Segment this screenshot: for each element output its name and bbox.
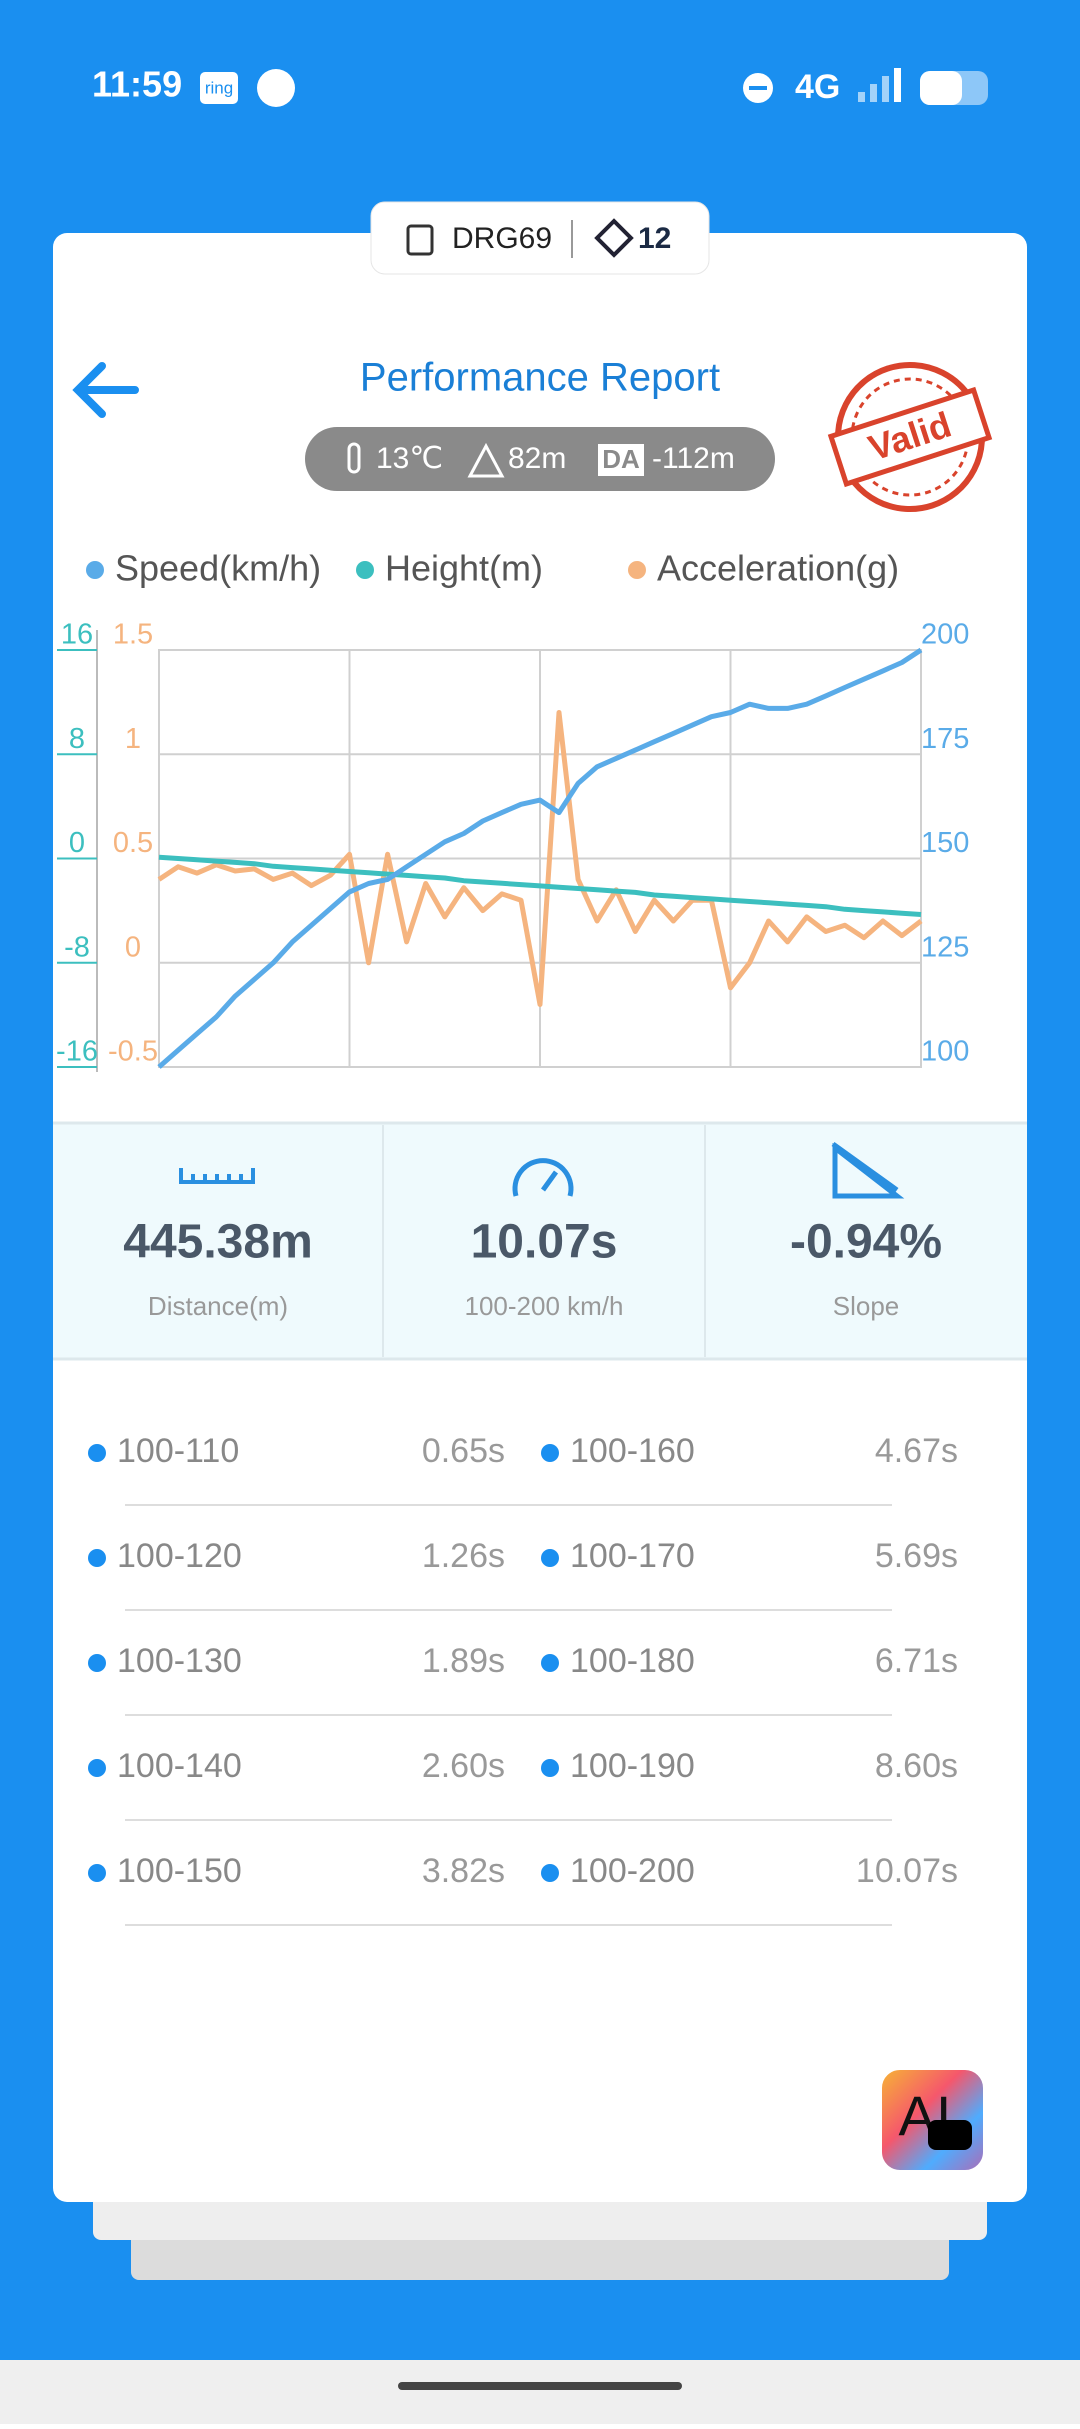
device-icon (406, 224, 434, 256)
ruler-icon (179, 1168, 255, 1184)
split-dot (88, 1444, 106, 1462)
y3-tick-label: -0.5 (108, 1036, 158, 1068)
series-line (158, 854, 922, 917)
satellite-icon (594, 218, 634, 258)
gauge-icon (512, 1158, 574, 1197)
split-dot (541, 1444, 559, 1462)
split-range: 100-190 (570, 1747, 695, 1785)
conditions-pill (305, 427, 775, 491)
stat-label: Distance(m) (148, 1291, 288, 1321)
thermo-icon (347, 442, 361, 474)
split-time: 0.65s (422, 1432, 505, 1470)
stat-value: 445.38m (123, 1216, 313, 1269)
split-time: 2.60s (422, 1747, 505, 1785)
split-range: 100-140 (117, 1747, 242, 1785)
y-tick-label: -8 (64, 931, 90, 963)
y3-tick-label: 0.5 (113, 827, 153, 859)
split-range: 100-170 (570, 1537, 695, 1575)
clock: 11:59 (92, 64, 182, 105)
split-dot (541, 1759, 559, 1777)
split-time: 5.69s (875, 1537, 958, 1575)
y2-tick-label: 175 (921, 723, 969, 755)
stat-value: 10.07s (471, 1216, 618, 1269)
battery-level (920, 71, 962, 105)
nav-bar (0, 2360, 1080, 2424)
split-range: 100-120 (117, 1537, 242, 1575)
y2-tick-label: 100 (921, 1036, 969, 1068)
split-time: 6.71s (875, 1642, 958, 1680)
stat-label: Slope (833, 1291, 900, 1321)
legend-dot (628, 561, 646, 579)
split-dot (88, 1654, 106, 1672)
stat-value: -0.94% (790, 1216, 942, 1269)
y3-tick-label: 0 (125, 931, 141, 963)
badge-bg (200, 72, 238, 104)
device-name: DRG69 (452, 222, 552, 255)
legend-dot (86, 561, 104, 579)
signal (858, 68, 901, 102)
split-dot (88, 1864, 106, 1882)
legend-label: Speed(km/h) (115, 548, 321, 589)
y3-tick-label: 1 (125, 723, 141, 755)
split-dot (541, 1549, 559, 1567)
split-dot (88, 1549, 106, 1567)
split-time: 1.26s (422, 1537, 505, 1575)
y3-tick-label: 1.5 (113, 619, 153, 651)
split-dot (541, 1864, 559, 1882)
y2-tick-label: 125 (921, 931, 969, 963)
altitude: 82m (508, 442, 566, 475)
split-time: 1.89s (422, 1642, 505, 1680)
split-range: 100-110 (117, 1432, 239, 1470)
split-range: 100-130 (117, 1642, 242, 1680)
density-altitude: -112m (652, 442, 735, 475)
y-tick-label: -16 (56, 1036, 98, 1068)
split-dot (541, 1654, 559, 1672)
split-time: 4.67s (875, 1432, 958, 1470)
split-range: 100-200 (570, 1852, 695, 1890)
back-button[interactable] (72, 362, 139, 418)
mountain-icon (467, 442, 505, 478)
y2-tick-label: 200 (921, 619, 969, 651)
satellite-count: 12 (638, 222, 671, 255)
home-handle (398, 2382, 682, 2390)
device-pill (370, 201, 710, 275)
legend-label: Acceleration(g) (657, 548, 899, 589)
app-badge: ring (205, 78, 233, 97)
legend-label: Height(m) (385, 548, 543, 589)
stat-label: 100-200 km/h (465, 1291, 624, 1321)
split-dot (88, 1759, 106, 1777)
slope-icon (831, 1141, 905, 1199)
split-time: 10.07s (856, 1852, 958, 1890)
title: Performance Report (360, 356, 720, 400)
network: 4G (795, 68, 840, 106)
split-time: 3.82s (422, 1852, 505, 1890)
da-box (598, 444, 644, 476)
series-line (157, 647, 923, 1069)
y-tick-label: 16 (61, 619, 93, 651)
split-range: 100-160 (570, 1432, 695, 1470)
dnd-bar (749, 86, 767, 90)
y-tick-label: 8 (69, 723, 85, 755)
legend-dot (356, 561, 374, 579)
split-range: 100-180 (570, 1642, 695, 1680)
series-line (157, 710, 923, 1007)
split-time: 8.60s (875, 1747, 958, 1785)
status-dot (257, 69, 295, 107)
ai-button[interactable]: AI (878, 2066, 987, 2174)
da-badge: DA (602, 444, 640, 474)
y-tick-label: 0 (69, 827, 85, 859)
y2-tick-label: 150 (921, 827, 969, 859)
split-range: 100-150 (117, 1852, 242, 1890)
temperature: 13℃ (376, 442, 443, 475)
